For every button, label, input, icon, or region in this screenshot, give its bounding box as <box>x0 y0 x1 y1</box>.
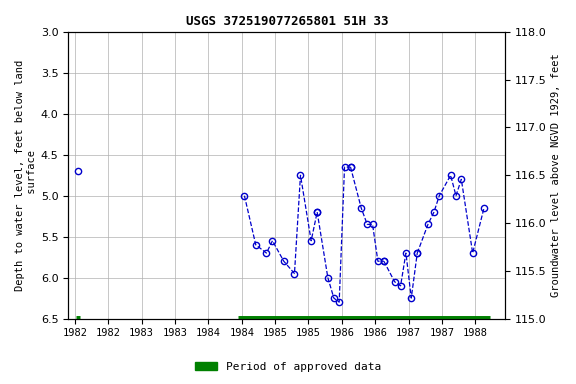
Y-axis label: Depth to water level, feet below land
 surface: Depth to water level, feet below land su… <box>15 60 37 291</box>
Title: USGS 372519077265801 51H 33: USGS 372519077265801 51H 33 <box>185 15 388 28</box>
Y-axis label: Groundwater level above NGVD 1929, feet: Groundwater level above NGVD 1929, feet <box>551 53 561 297</box>
Legend: Period of approved data: Period of approved data <box>191 358 385 377</box>
